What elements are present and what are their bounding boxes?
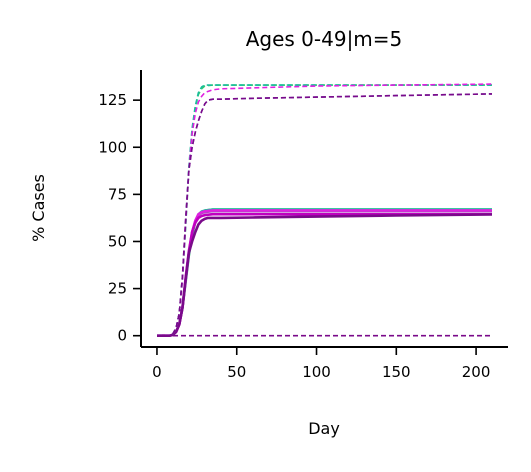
series-line-2 xyxy=(157,208,492,337)
x-tick-label: 200 xyxy=(462,363,491,381)
y-tick-label: 50 xyxy=(108,232,127,250)
y-axis-label: % Cases xyxy=(29,174,48,242)
x-tick-label: 100 xyxy=(302,363,331,381)
y-tick-label: 100 xyxy=(98,138,127,156)
x-tick-label: 150 xyxy=(382,363,411,381)
x-tick-label: 0 xyxy=(152,363,162,381)
y-tick-label: 0 xyxy=(117,327,127,345)
series-line-5 xyxy=(157,212,492,338)
x-ticks: 0 50 100 150 200 xyxy=(152,347,490,381)
series-line-1 xyxy=(157,208,492,337)
y-tick-label: 25 xyxy=(108,280,127,298)
x-axis-label: Day xyxy=(308,419,340,438)
y-tick-label: 125 xyxy=(98,91,127,109)
plot-lines xyxy=(157,83,493,338)
series-line-6 xyxy=(157,213,493,338)
y-ticks: 0 25 50 75 100 125 xyxy=(98,91,141,345)
x-tick-label: 50 xyxy=(227,363,246,381)
series-line-11 xyxy=(157,93,493,337)
chart-title: Ages 0-49|m=5 xyxy=(246,27,403,51)
series-line-3 xyxy=(157,210,492,337)
y-tick-label: 75 xyxy=(108,185,127,203)
series-line-4 xyxy=(157,209,492,338)
